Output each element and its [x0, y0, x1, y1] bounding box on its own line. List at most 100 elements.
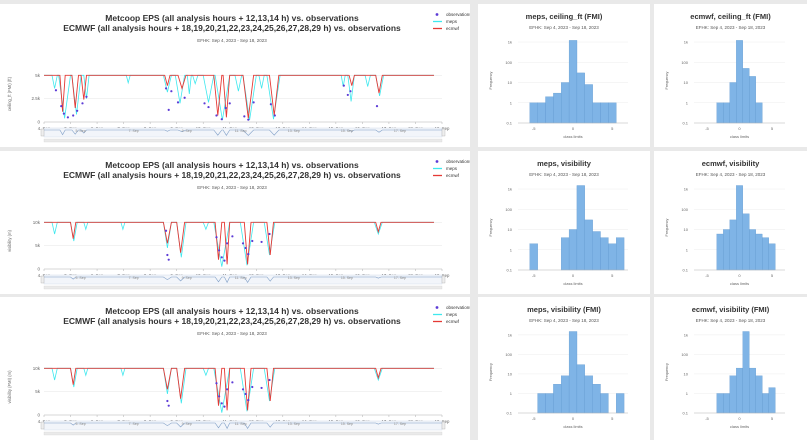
- timeseries-chart-visibility-fmi: Metcoop EPS (all analysis hours + 12,13,…: [7, 305, 470, 436]
- y-tick-label: 0.1: [682, 121, 688, 126]
- navigator-scrollbar: [43, 431, 443, 436]
- observation-point: [223, 259, 226, 262]
- y-tick-label: 10k: [33, 366, 41, 371]
- series-line-ecmwf: [44, 221, 434, 265]
- histogram-bar: [742, 331, 750, 414]
- x-axis-label: class limits: [730, 134, 749, 139]
- navigator-handle-left: [40, 421, 45, 430]
- observation-point: [167, 404, 170, 407]
- y-tick-label: 5k: [35, 73, 41, 78]
- y-tick-label: 100: [681, 352, 688, 357]
- histogram-bar: [545, 393, 554, 414]
- observation-point: [252, 101, 255, 104]
- histogram-bar: [749, 76, 756, 124]
- histogram-bar: [729, 375, 737, 414]
- observation-point: [220, 402, 223, 405]
- navigator-tick-label: 17. Sep: [394, 276, 406, 280]
- y-tick-label: 0.1: [682, 268, 688, 273]
- histogram-bar: [736, 367, 743, 414]
- legend-label-observations: observations: [446, 12, 470, 17]
- observation-point: [269, 103, 272, 106]
- x-tick-label: -5: [532, 126, 536, 131]
- observation-point: [243, 115, 246, 118]
- observation-point: [166, 253, 169, 257]
- histogram-bar: [568, 229, 578, 271]
- chart-title-line-1: Metcoop EPS (all analysis hours + 12,13,…: [105, 13, 359, 23]
- histogram-title: ecmwf, ceiling_ft (FMI): [690, 12, 771, 21]
- histogram-bar: [616, 393, 625, 414]
- histogram-bar: [529, 102, 538, 124]
- observation-point: [241, 388, 245, 391]
- y-tick-label: 0: [37, 267, 40, 272]
- observation-point: [54, 89, 58, 92]
- histogram-title: meps, visibility (FMI): [527, 305, 601, 314]
- histogram-chart-ecmwf-visibility-fmi: ecmwf, visibility (FMI) EFHK: Sep 4, 2023…: [665, 305, 785, 429]
- navigator-tick-label: 11. Sep: [235, 422, 247, 426]
- histogram-subtitle: EFHK: Sep 4, 2023 - Sep 18, 2023: [696, 318, 766, 323]
- histogram-bar: [553, 384, 562, 414]
- histogram-bar: [723, 393, 730, 414]
- histogram-subtitle: EFHK: Sep 4, 2023 - Sep 18, 2023: [696, 25, 766, 30]
- histogram-chart-ecmwf-ceiling: ecmwf, ceiling_ft (FMI) EFHK: Sep 4, 2023…: [665, 12, 785, 139]
- y-axis-label: Frequency: [665, 218, 669, 236]
- y-tick-label: 10k: [33, 220, 41, 225]
- series-line-meps: [44, 221, 434, 267]
- y-axis-label: Frequency: [489, 71, 493, 89]
- observation-point: [346, 93, 349, 97]
- histogram-bar: [561, 375, 570, 414]
- navigator-tick-label: 13. Sep: [288, 129, 300, 133]
- observation-point: [225, 242, 229, 245]
- histogram-subtitle: EFHK: Sep 4, 2023 - Sep 18, 2023: [529, 25, 599, 30]
- legend-label-meps: meps: [446, 19, 458, 24]
- histogram-bar: [592, 102, 601, 124]
- navigator-tick-label: 9. Sep: [182, 129, 192, 133]
- observation-point: [231, 235, 234, 238]
- navigator-tick-label: 7. Sep: [129, 129, 139, 133]
- histogram-bar: [545, 96, 554, 124]
- y-tick-label: 1k: [508, 40, 512, 45]
- observation-point: [215, 114, 218, 117]
- y-tick-label: 0: [37, 413, 40, 418]
- chart-title-line-2: ECMWF (all analysis hours + 18,19,20,21,…: [63, 23, 401, 33]
- histogram-bar: [768, 387, 776, 414]
- histogram-bar: [537, 393, 546, 414]
- histogram-subtitle: EFHK: Sep 4, 2023 - Sep 18, 2023: [529, 318, 599, 323]
- observation-point: [72, 114, 75, 117]
- series-line-meps: [44, 367, 434, 413]
- y-tick-label: 100: [505, 60, 512, 65]
- histogram-bar: [736, 185, 743, 271]
- navigator-tick-label: 5. Sep: [76, 129, 86, 133]
- observation-point: [207, 105, 210, 109]
- navigator-tick-label: 9. Sep: [182, 422, 192, 426]
- series-line-ecmwf: [44, 367, 434, 411]
- timeseries-panel-visibility-fmi: Metcoop EPS (all analysis hours + 12,13,…: [0, 297, 470, 440]
- y-tick-label: 10: [508, 80, 513, 85]
- y-tick-label: 100: [505, 352, 512, 357]
- y-tick-label: 1k: [508, 187, 512, 192]
- observation-point: [215, 382, 218, 385]
- y-tick-label: 0.1: [682, 411, 688, 416]
- observation-point: [268, 232, 271, 236]
- y-tick-label: 5k: [35, 389, 41, 394]
- histogram-bar: [749, 229, 756, 271]
- chart-subtitle: EFHK: Sep 4, 2023 - Sep 18, 2023: [197, 331, 267, 336]
- navigator-tick-label: 13. Sep: [288, 422, 300, 426]
- histogram-chart-meps-ceiling: meps, ceiling_ft (FMI) EFHK: Sep 4, 2023 …: [489, 12, 628, 139]
- timeseries-chart-visibility: Metcoop EPS (all analysis hours + 12,13,…: [7, 159, 470, 290]
- histogram-bar: [568, 40, 578, 124]
- histogram-bar: [553, 92, 562, 124]
- y-axis-label: visibility (m): [7, 229, 12, 251]
- histogram-bar: [537, 102, 546, 124]
- observation-point: [167, 258, 170, 261]
- x-tick-label: -5: [705, 273, 709, 278]
- series-line-meps: [44, 74, 434, 121]
- chart-subtitle: EFHK: Sep 4, 2023 - Sep 18, 2023: [197, 38, 267, 43]
- histogram-chart-meps-visibility: meps, visibility EFHK: Sep 4, 2023 - Sep …: [489, 159, 628, 286]
- y-tick-label: 100: [505, 207, 512, 212]
- y-tick-label: 100: [681, 207, 688, 212]
- histogram-panel-meps-visibility-fmi: meps, visibility (FMI) EFHK: Sep 4, 2023 …: [478, 297, 650, 440]
- observation-point: [260, 386, 263, 390]
- legend-label-observations: observations: [446, 159, 470, 164]
- x-axis-label: class limits: [563, 134, 582, 139]
- observation-point: [342, 84, 345, 87]
